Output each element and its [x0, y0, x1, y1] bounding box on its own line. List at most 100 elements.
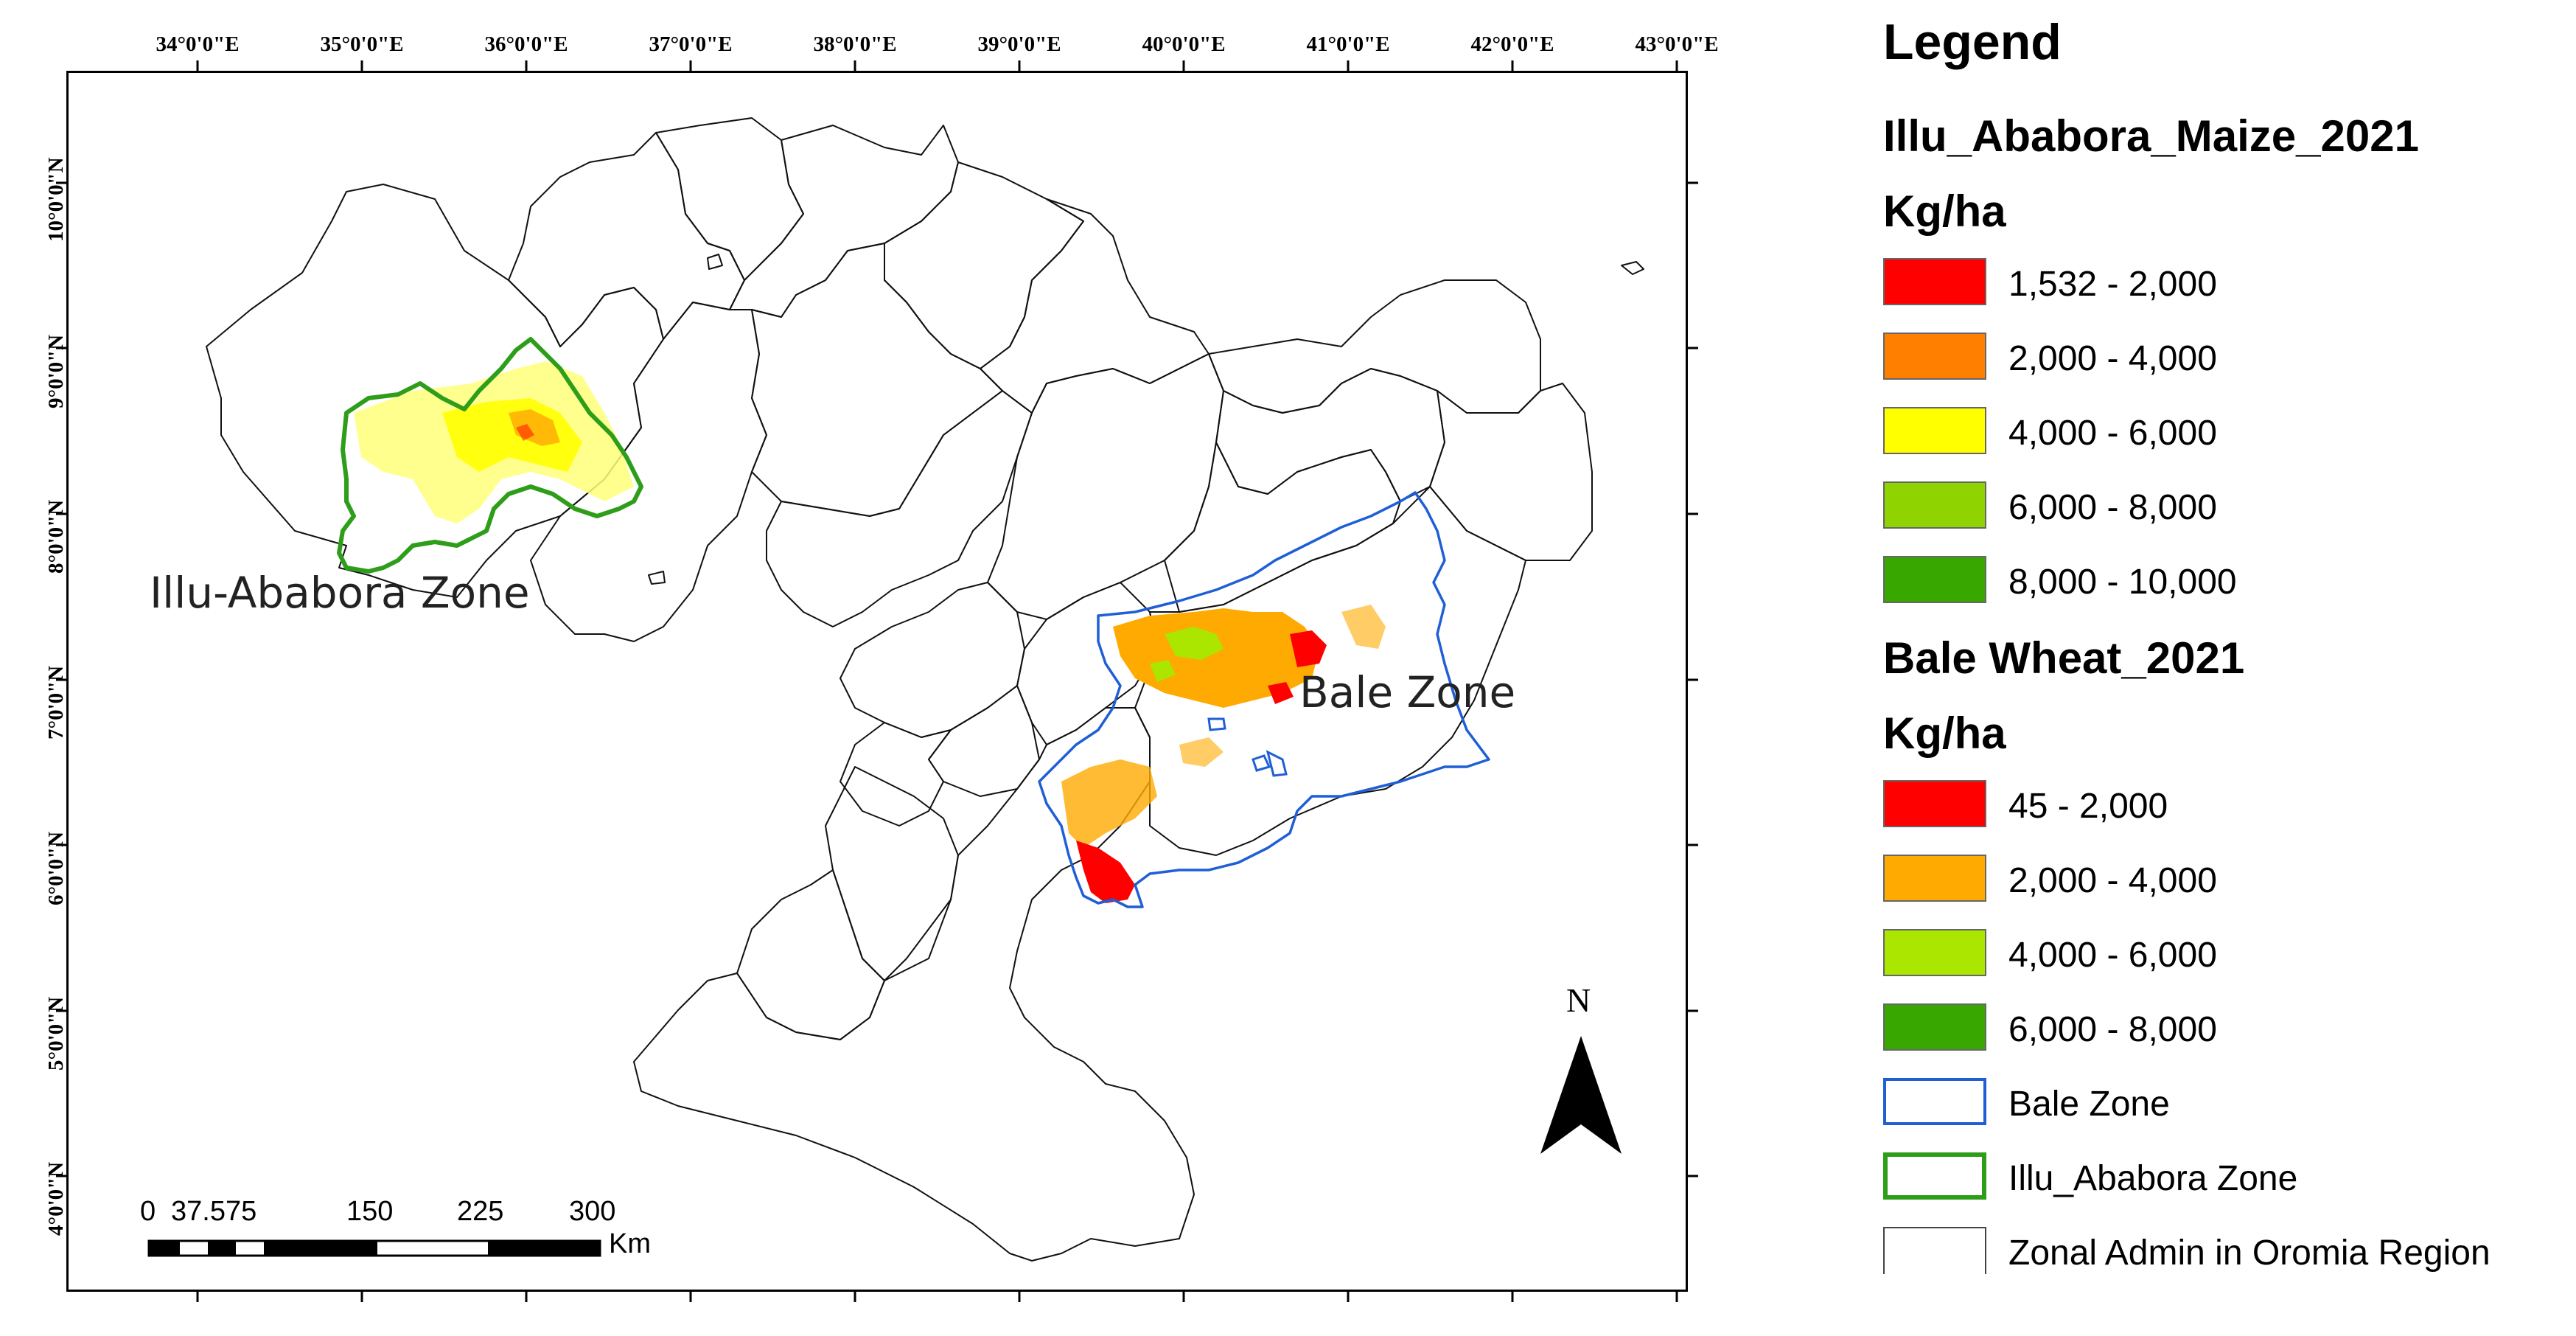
- legend-label: 2,000 - 4,000: [2008, 861, 2217, 900]
- legend-label: 6,000 - 8,000: [2008, 488, 2217, 527]
- bale-zone-inner-outline: [1207, 717, 1226, 731]
- admin-zone-outline: [530, 302, 767, 642]
- legend: Legend Illu_Ababora_Maize_2021 Kg/ha 1,5…: [1883, 0, 2576, 1336]
- admin-zone-outline: [840, 582, 1025, 738]
- legend-item-wheat-4: 6,000 - 8,000: [1883, 1003, 2576, 1057]
- legend-swatch: [1883, 1078, 1986, 1125]
- legend-item-wheat-1: 45 - 2,000: [1883, 780, 2576, 833]
- legend-label: 1,532 - 2,000: [2008, 265, 2217, 304]
- legend-item-wheat-2: 2,000 - 4,000: [1883, 855, 2576, 908]
- wheat-yield-patch: [1268, 682, 1294, 704]
- legend-wheat-heading: Bale Wheat_2021: [1883, 633, 2245, 683]
- legend-label: 6,000 - 8,000: [2008, 1010, 2217, 1049]
- admin-zone-outline: [1208, 279, 1541, 414]
- legend-swatch: [1883, 929, 1986, 976]
- scale-tick-label: 225: [457, 1196, 504, 1227]
- legend-label: Zonal Admin in Oromia Region: [2008, 1234, 2491, 1273]
- scale-bar-segment: [208, 1241, 236, 1256]
- legend-label: 4,000 - 6,000: [2008, 936, 2217, 975]
- admin-zone-outline: [980, 198, 1210, 414]
- wheat-yield-patch: [1113, 608, 1319, 708]
- legend-swatch: [1883, 780, 1986, 827]
- frame-tick-marks: [56, 60, 1698, 1302]
- legend-maize-unit: Kg/ha: [1883, 187, 2006, 236]
- bale-wheat-yield: [1061, 605, 1386, 903]
- admin-zone-outline: [1215, 368, 1445, 502]
- legend-label: 45 - 2,000: [2008, 787, 2168, 826]
- admin-zone-outline: [884, 161, 1084, 369]
- wheat-yield-patch: [1341, 605, 1386, 649]
- admin-zone-outline: [1164, 442, 1401, 613]
- wheat-yield-patch: [1179, 737, 1224, 767]
- longitude-tick-label: 42°0'0"E: [1470, 32, 1554, 56]
- scale-tick-label: 37.575: [171, 1196, 257, 1227]
- north-arrow-label: N: [1566, 981, 1591, 1019]
- legend-swatch: [1883, 407, 1986, 454]
- bale-zone-outline: [1038, 491, 1490, 908]
- legend-swatch: [1883, 258, 1986, 305]
- admin-zone-outline: [633, 707, 1195, 1262]
- scale-bar-segment: [488, 1241, 600, 1256]
- legend-item-illu-zone: Illu_Ababora Zone: [1883, 1152, 2576, 1205]
- scale-unit-label: Km: [609, 1228, 651, 1259]
- legend-wheat-unit: Kg/ha: [1883, 709, 2006, 758]
- legend-swatch: [1883, 1227, 1986, 1274]
- admin-zone-outline: [1134, 486, 1526, 856]
- legend-label: 4,000 - 6,000: [2008, 414, 2217, 453]
- admin-zone-outline: [1429, 383, 1593, 561]
- admin-zone-outline: [729, 125, 959, 318]
- admin-zone-outline: [751, 243, 1003, 517]
- legend-label: Bale Zone: [2008, 1085, 2170, 1124]
- legend-item-maize-5: 8,000 - 10,000: [1883, 556, 2576, 609]
- admin-zone-outline: [825, 766, 959, 981]
- longitude-tick-label: 36°0'0"E: [484, 32, 568, 56]
- legend-swatch: [1883, 1003, 1986, 1051]
- longitude-tick-label: 38°0'0"E: [813, 32, 897, 56]
- legend-item-maize-2: 2,000 - 4,000: [1883, 333, 2576, 386]
- admin-zone-outline: [1621, 261, 1644, 275]
- legend-item-zonal-admin: Zonal Admin in Oromia Region: [1883, 1227, 2576, 1280]
- legend-title: Legend: [1883, 14, 2062, 70]
- legend-swatch: [1883, 1152, 1986, 1200]
- wheat-yield-patch: [1290, 630, 1327, 667]
- longitude-tick-label: 41°0'0"E: [1306, 32, 1390, 56]
- bale-zone-inner-outline: [1266, 750, 1288, 777]
- legend-swatch: [1883, 855, 1986, 902]
- wheat-yield-patch: [1165, 627, 1224, 660]
- north-arrow: [1540, 1036, 1622, 1154]
- scale-tick-label: 0: [140, 1196, 156, 1227]
- admin-zone-outline: [508, 132, 745, 347]
- illu-ababora-maize-yield: [354, 361, 634, 523]
- admin-zone-outline: [840, 722, 952, 827]
- admin-zone-outline: [707, 254, 723, 270]
- admin-zone-outline: [736, 869, 885, 1040]
- scale-bar-segment: [264, 1241, 377, 1256]
- admin-zone-outline: [766, 390, 1033, 627]
- longitude-tick-label: 35°0'0"E: [320, 32, 404, 56]
- bale-zone-inner-outline: [1252, 754, 1271, 772]
- longitude-tick-label: 39°0'0"E: [977, 32, 1061, 56]
- scale-tick-label: 150: [346, 1196, 394, 1227]
- legend-item-maize-3: 4,000 - 6,000: [1883, 407, 2576, 460]
- admin-zone-outline: [648, 571, 666, 585]
- legend-swatch: [1883, 333, 1986, 380]
- scale-bar-segment: [149, 1241, 180, 1256]
- wheat-yield-patch: [1061, 759, 1157, 848]
- legend-item-maize-1: 1,532 - 2,000: [1883, 258, 2576, 311]
- legend-item-maize-4: 6,000 - 8,000: [1883, 481, 2576, 535]
- wheat-yield-patch: [1150, 660, 1176, 682]
- scale-bar: [147, 1239, 601, 1257]
- maize-yield-patch: [516, 424, 534, 441]
- legend-item-wheat-3: 4,000 - 6,000: [1883, 929, 2576, 982]
- wheat-yield-patch: [1076, 841, 1135, 903]
- longitude-tick-label: 34°0'0"E: [156, 32, 240, 56]
- maize-yield-patch: [442, 398, 582, 472]
- admin-zone-outline: [928, 685, 1040, 797]
- scale-tick-label: 300: [569, 1196, 616, 1227]
- longitude-tick-label: 43°0'0"E: [1635, 32, 1719, 56]
- legend-swatch: [1883, 481, 1986, 529]
- longitude-tick-label: 37°0'0"E: [649, 32, 733, 56]
- legend-item-bale-zone: Bale Zone: [1883, 1078, 2576, 1131]
- admin-zone-outline: [987, 353, 1224, 620]
